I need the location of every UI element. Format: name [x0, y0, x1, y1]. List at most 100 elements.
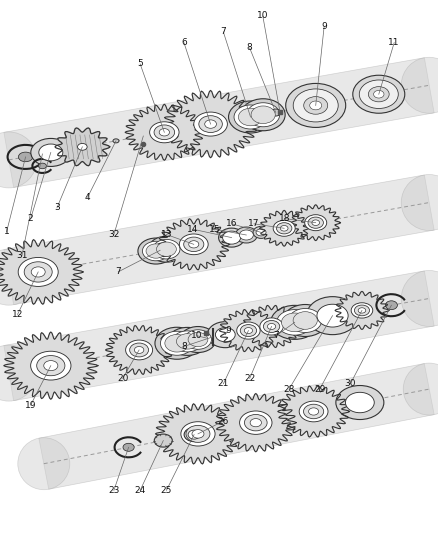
- Text: 3: 3: [54, 204, 60, 212]
- Polygon shape: [278, 386, 350, 437]
- Ellipse shape: [165, 334, 189, 352]
- Ellipse shape: [188, 333, 208, 346]
- Ellipse shape: [240, 411, 272, 434]
- Ellipse shape: [18, 152, 33, 161]
- Ellipse shape: [194, 112, 227, 136]
- Ellipse shape: [180, 327, 216, 352]
- Ellipse shape: [177, 334, 198, 349]
- Ellipse shape: [253, 227, 269, 238]
- Ellipse shape: [24, 262, 52, 282]
- Text: 5: 5: [137, 60, 143, 68]
- Ellipse shape: [305, 215, 327, 231]
- Ellipse shape: [353, 75, 405, 113]
- Ellipse shape: [0, 345, 37, 401]
- Ellipse shape: [250, 418, 261, 427]
- Ellipse shape: [113, 139, 119, 143]
- Ellipse shape: [346, 392, 374, 413]
- Ellipse shape: [312, 220, 320, 225]
- Ellipse shape: [401, 174, 438, 231]
- Ellipse shape: [241, 99, 285, 131]
- Text: 1: 1: [4, 228, 10, 236]
- Ellipse shape: [237, 322, 260, 339]
- Ellipse shape: [403, 363, 438, 415]
- Ellipse shape: [142, 241, 170, 261]
- Text: 13: 13: [161, 230, 172, 239]
- Polygon shape: [106, 326, 173, 374]
- Ellipse shape: [280, 225, 288, 231]
- Ellipse shape: [78, 143, 87, 150]
- Ellipse shape: [219, 228, 244, 247]
- Polygon shape: [39, 364, 434, 489]
- Ellipse shape: [180, 234, 208, 255]
- Text: 16: 16: [226, 220, 238, 228]
- Text: 14: 14: [187, 225, 198, 233]
- Ellipse shape: [215, 327, 235, 342]
- Polygon shape: [163, 91, 258, 158]
- Ellipse shape: [293, 89, 338, 122]
- Ellipse shape: [156, 242, 177, 256]
- Text: 9: 9: [321, 22, 327, 31]
- Text: 24: 24: [134, 486, 146, 495]
- Text: 8: 8: [247, 44, 253, 52]
- Ellipse shape: [359, 80, 398, 109]
- Ellipse shape: [18, 438, 70, 490]
- Ellipse shape: [184, 237, 204, 252]
- Ellipse shape: [308, 408, 319, 415]
- Ellipse shape: [351, 303, 373, 318]
- Polygon shape: [4, 332, 98, 399]
- Text: 32: 32: [108, 230, 120, 239]
- Ellipse shape: [189, 241, 199, 248]
- Text: 12: 12: [12, 310, 23, 319]
- Ellipse shape: [186, 425, 210, 442]
- Polygon shape: [55, 128, 110, 166]
- Ellipse shape: [234, 105, 267, 129]
- Ellipse shape: [207, 322, 243, 348]
- Ellipse shape: [385, 301, 397, 310]
- Ellipse shape: [244, 328, 253, 334]
- Text: 10: 10: [257, 12, 268, 20]
- Ellipse shape: [148, 236, 184, 262]
- Ellipse shape: [304, 96, 328, 114]
- Ellipse shape: [181, 422, 215, 446]
- Ellipse shape: [155, 327, 199, 359]
- Polygon shape: [219, 310, 278, 352]
- Ellipse shape: [235, 227, 258, 243]
- Ellipse shape: [271, 305, 319, 340]
- Polygon shape: [260, 211, 309, 246]
- Text: 7: 7: [115, 268, 121, 276]
- Ellipse shape: [0, 132, 37, 188]
- Ellipse shape: [401, 57, 438, 114]
- Text: 10: 10: [191, 332, 203, 340]
- Ellipse shape: [268, 324, 276, 329]
- Ellipse shape: [153, 239, 180, 259]
- Ellipse shape: [256, 229, 266, 236]
- Ellipse shape: [240, 325, 257, 336]
- Ellipse shape: [289, 309, 321, 333]
- Ellipse shape: [154, 434, 172, 447]
- Polygon shape: [215, 393, 296, 452]
- Ellipse shape: [123, 443, 134, 451]
- Ellipse shape: [160, 331, 194, 356]
- Ellipse shape: [251, 106, 275, 124]
- Ellipse shape: [18, 257, 58, 286]
- Ellipse shape: [192, 430, 204, 438]
- Ellipse shape: [401, 270, 438, 327]
- Ellipse shape: [293, 312, 317, 329]
- Ellipse shape: [247, 103, 279, 127]
- Ellipse shape: [239, 230, 253, 240]
- Ellipse shape: [146, 244, 166, 258]
- Text: 8: 8: [181, 342, 187, 351]
- Text: 30: 30: [345, 379, 356, 388]
- Text: 7: 7: [220, 28, 226, 36]
- Polygon shape: [0, 240, 83, 304]
- Ellipse shape: [282, 313, 308, 332]
- Ellipse shape: [271, 109, 281, 116]
- Ellipse shape: [37, 356, 65, 376]
- Polygon shape: [4, 271, 434, 401]
- Text: 18: 18: [279, 214, 290, 223]
- Ellipse shape: [205, 120, 216, 128]
- Ellipse shape: [138, 238, 174, 264]
- Ellipse shape: [273, 220, 295, 236]
- Ellipse shape: [39, 144, 63, 161]
- Ellipse shape: [167, 327, 208, 356]
